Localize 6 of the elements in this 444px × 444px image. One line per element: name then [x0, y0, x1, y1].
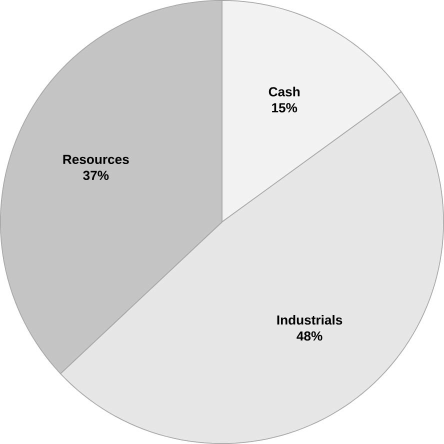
slice-label: Industrials	[277, 315, 342, 325]
data-label: 48%	[296, 331, 322, 341]
data-label: 15%	[272, 103, 298, 112]
slice-label: Cash	[268, 86, 300, 96]
slice-label: Resources	[63, 154, 129, 164]
data-label: 37%	[83, 170, 109, 180]
